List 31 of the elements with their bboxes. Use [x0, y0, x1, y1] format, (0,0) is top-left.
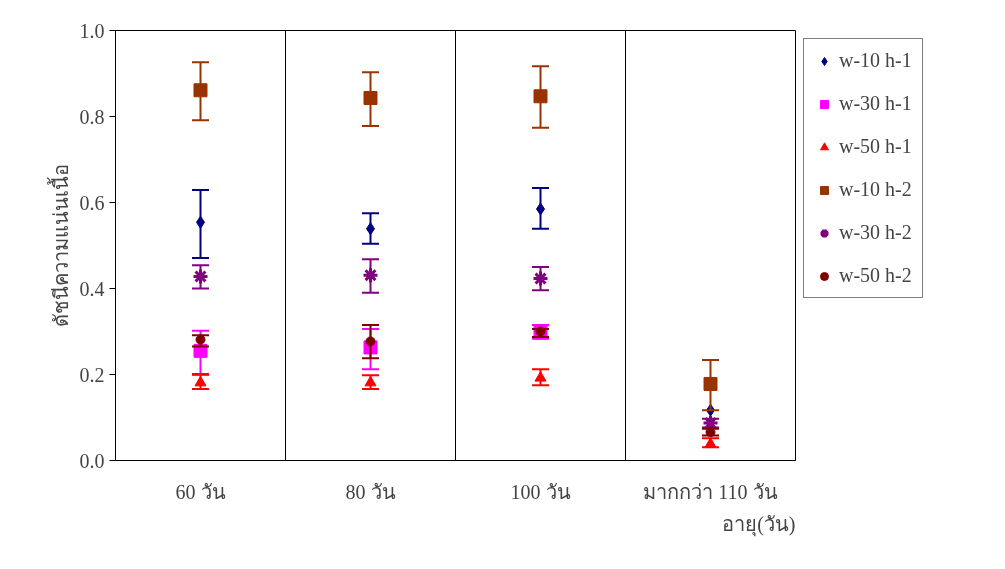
x-axis-title: อายุ(วัน) [722, 512, 796, 537]
point [192, 267, 209, 285]
point [195, 334, 206, 345]
legend-label: w-50 h-2 [839, 264, 912, 287]
x-tick-label: 60 วัน [175, 480, 226, 503]
point [362, 266, 379, 284]
y-tick-label: 0.8 [79, 105, 105, 128]
point [534, 371, 547, 382]
legend-label: w-10 h-1 [839, 49, 912, 72]
point [364, 375, 377, 387]
point [194, 375, 207, 387]
point [365, 336, 376, 347]
legend-label: w-50 h-1 [839, 135, 912, 158]
y-tick-label: 0.4 [79, 277, 105, 300]
point [533, 89, 548, 104]
x-tick-label: 80 วัน [345, 480, 396, 503]
point [363, 91, 378, 106]
point [705, 427, 716, 438]
y-tick-label: 0.0 [79, 449, 105, 472]
legend-label: w-10 h-2 [839, 178, 912, 201]
legend-label: w-30 h-2 [839, 221, 912, 244]
point [703, 376, 718, 391]
y-tick-label: 1.0 [79, 19, 105, 42]
x-tick-label: 100 วัน [510, 480, 571, 503]
y-axis-title: ดัชนีความแน่นเนื้อ [46, 164, 72, 327]
point [532, 270, 549, 288]
x-tick-label: มากกว่า 110 วัน [643, 480, 778, 503]
legend-label: w-30 h-1 [839, 92, 912, 115]
point [193, 83, 208, 98]
y-tick-label: 0.2 [79, 363, 105, 386]
y-tick-label: 0.6 [79, 191, 105, 214]
